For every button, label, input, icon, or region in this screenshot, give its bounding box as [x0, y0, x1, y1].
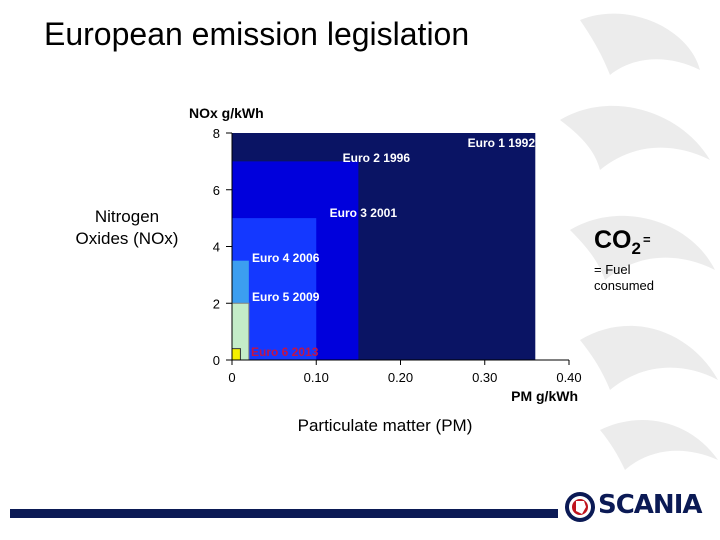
co2-description: = Fuel consumed: [594, 262, 654, 293]
x-tick-label-4: 0.40: [556, 370, 581, 385]
y-tick-label-1: 2: [213, 296, 220, 311]
euro-label-6: Euro 6 2013: [251, 345, 319, 359]
euro-area-6: [231, 348, 241, 361]
scania-logo-icon: [565, 492, 595, 522]
y-tick-label-2: 4: [213, 240, 220, 255]
scania-wordmark: SCANIA: [598, 490, 702, 520]
euro-label-3: Euro 3 2001: [330, 206, 398, 220]
x-tick-label-3: 0.30: [472, 370, 497, 385]
y-tick-label-4: 8: [213, 126, 220, 141]
x-axis-title: PM g/kWh: [511, 388, 578, 404]
griffin-watermark-icon: [560, 13, 718, 470]
nox-side-label: Nitrogen Oxides (NOx): [56, 206, 198, 250]
x-tick-label-2: 0.20: [388, 370, 413, 385]
slide-title: European emission legislation: [44, 16, 470, 52]
euro-label-1: Euro 1 1992: [468, 136, 536, 150]
co2-formula-text: CO: [594, 226, 632, 254]
co2-subscript: 2: [631, 239, 641, 258]
euro-label-4: Euro 4 2006: [252, 251, 320, 265]
co2-formula: CO2 =: [594, 226, 694, 258]
co2-equals: =: [642, 232, 651, 247]
y-axis-title: NOx g/kWh: [189, 105, 264, 121]
x-tick-label-1: 0.10: [304, 370, 329, 385]
euro-label-5: Euro 5 2009: [252, 290, 320, 304]
footer-bar: [10, 509, 558, 518]
co2-callout: CO2 = = Fuel consumed: [594, 226, 694, 294]
nox-side-label-line2: Oxides (NOx): [75, 229, 179, 248]
y-tick-label-3: 6: [213, 183, 220, 198]
nox-side-label-line1: Nitrogen: [94, 207, 160, 226]
euro-label-2: Euro 2 1996: [343, 151, 411, 165]
x-tick-label-0: 0: [228, 370, 235, 385]
pm-side-label: Particulate matter (PM): [297, 416, 473, 435]
y-tick-label-0: 0: [213, 353, 220, 368]
